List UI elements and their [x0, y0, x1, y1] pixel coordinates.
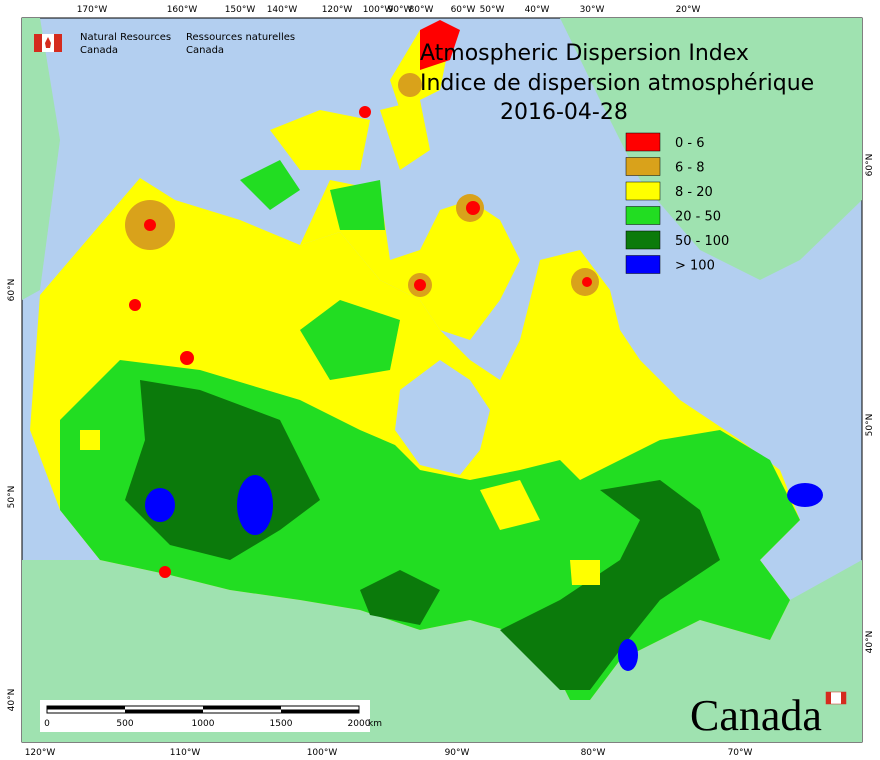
yellow-patches	[80, 430, 600, 585]
longitude-label: 100°W	[363, 5, 394, 15]
latitude-label: 60°N	[865, 154, 875, 177]
agency-en: Canada	[80, 45, 118, 56]
scale-tick-label: 1500	[270, 719, 293, 729]
longitude-label: 150°W	[225, 5, 256, 15]
latitude-label: 50°N	[865, 414, 875, 437]
latitude-label: 50°N	[7, 486, 17, 509]
arctic-green	[240, 160, 385, 230]
legend-label: 20 - 50	[675, 210, 721, 225]
greenland	[560, 18, 862, 280]
scale-bar-segment	[125, 709, 203, 713]
legend-label: 0 - 6	[675, 136, 705, 151]
latitude-label: 40°N	[7, 689, 17, 712]
legend-label: 8 - 20	[675, 185, 713, 200]
scale-bar-segment	[47, 706, 125, 710]
agency-fr: Canada	[186, 45, 224, 56]
longitude-label: 120°W	[322, 5, 353, 15]
date: 2016-04-28	[500, 100, 628, 125]
legend-swatch	[625, 206, 661, 225]
scale-tick-label: 1000	[192, 719, 215, 729]
title: Atmospheric Dispersion Index	[420, 41, 749, 66]
scale-bar-box	[40, 700, 370, 732]
longitude-label: 70°W	[728, 748, 753, 758]
longitude-label: 30°W	[580, 5, 605, 15]
longitude-label: 80°W	[409, 5, 434, 15]
arctic-islands	[270, 30, 450, 170]
longitude-label: 40°W	[525, 5, 550, 15]
blue-area	[618, 639, 638, 671]
longitude-label: 90°W	[388, 5, 413, 15]
legend-swatch	[625, 132, 661, 152]
blue-area	[787, 483, 823, 507]
scale-tick-label: 0	[44, 719, 50, 729]
longitude-label: 140°W	[267, 5, 298, 15]
agency-en: Natural Resources	[80, 32, 171, 43]
longitude-label: 110°W	[170, 748, 201, 758]
legend-label: 50 - 100	[675, 234, 729, 249]
alaska	[22, 18, 60, 300]
longitude-label: 60°W	[451, 5, 476, 15]
longitude-label: 100°W	[307, 748, 338, 758]
scale-tick-label: 500	[116, 719, 133, 729]
flag-bar	[54, 34, 62, 52]
maple-leaf	[45, 37, 51, 48]
red-area	[420, 20, 460, 70]
agency-fr: Ressources naturelles	[186, 32, 295, 43]
legend-swatch	[625, 255, 661, 274]
longitude-label: 20°W	[676, 5, 701, 15]
scale-bar-segment	[203, 706, 281, 710]
graticule-labels: 170°W 160°W 150°W 140°W 120°W 100°W90°W80°W 60…	[7, 5, 875, 758]
scale-unit: km	[368, 719, 382, 729]
wordmark-flag	[826, 692, 831, 704]
latitude-label: 60°N	[7, 279, 17, 302]
red-areas	[129, 106, 592, 578]
longitude-label: 170°W	[77, 5, 108, 15]
longitude-label: 80°W	[581, 748, 606, 758]
legend: 0 - 6 6 - 8 8 - 20 20 - 50 50 - 100 > 100	[625, 132, 729, 274]
longitude-label: 50°W	[480, 5, 505, 15]
central-green	[300, 300, 400, 380]
legend-swatch	[625, 230, 661, 250]
longitude-label: 120°W	[25, 748, 56, 758]
hudson-bay	[395, 360, 490, 475]
blue-area	[237, 475, 273, 535]
usa	[22, 560, 862, 742]
flag-bar	[34, 34, 42, 52]
wordmark: Canada	[690, 691, 822, 740]
east-dark	[360, 480, 720, 690]
longitude-label: 90°W	[445, 748, 470, 758]
longitude-label: 160°W	[167, 5, 198, 15]
legend-label: 6 - 8	[675, 161, 705, 176]
latitude-label: 40°N	[865, 631, 875, 654]
legend-label: > 100	[675, 259, 715, 274]
blue-area	[145, 488, 175, 522]
legend-swatch	[625, 181, 661, 201]
title: Indice de dispersion atmosphérique	[420, 71, 814, 96]
scale-bar-segment	[281, 709, 359, 713]
scale-tick-label: 2000	[348, 719, 371, 729]
legend-swatch	[625, 157, 661, 176]
wordmark-flag	[841, 692, 846, 704]
